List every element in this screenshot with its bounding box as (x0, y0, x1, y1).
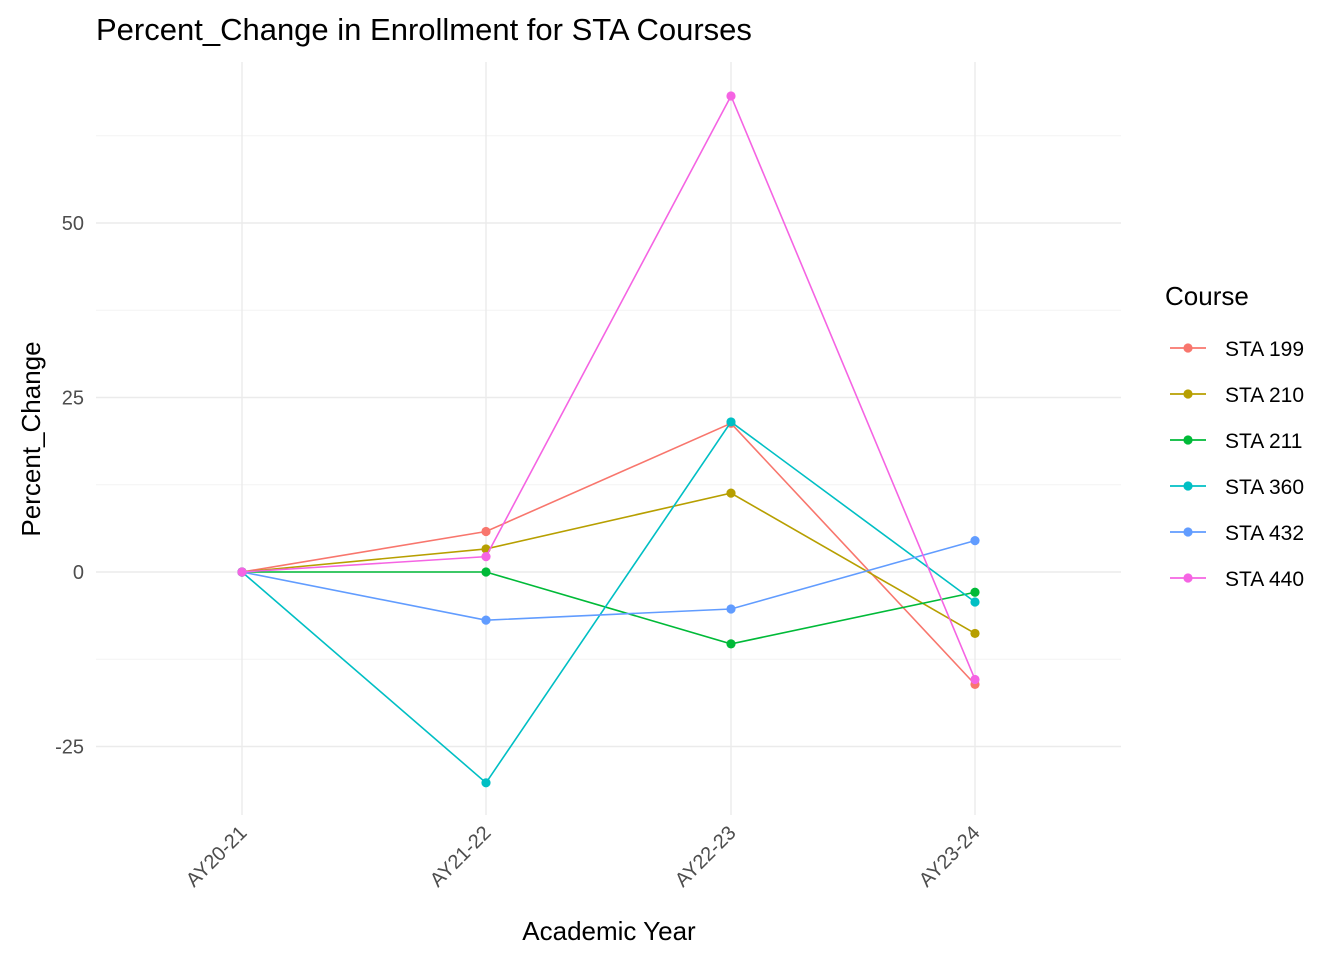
legend: Course STA 199 STA 210 STA 211 STA 360 STA 4… (1165, 281, 1304, 591)
legend-marker-sta-199 (1183, 343, 1193, 353)
data-point-sta-360 (726, 417, 736, 427)
chart-title: Percent_Change in Enrollment for STA Cou… (96, 12, 752, 47)
data-point-sta-360 (970, 597, 980, 607)
x-axis-title: Academic Year (522, 916, 696, 946)
series-line-sta-432 (241, 539, 976, 621)
legend-label-sta-432: STA 432 (1225, 522, 1304, 545)
data-point-sta-199 (481, 526, 491, 537)
legend-label-sta-199: STA 199 (1225, 338, 1304, 361)
data-point-sta-440 (726, 91, 736, 101)
data-point-sta-211 (726, 639, 736, 649)
legend-label-sta-440: STA 440 (1225, 568, 1304, 591)
x-tick-label: AY20-21 (182, 822, 252, 892)
legend-title: Course (1165, 281, 1249, 311)
y-axis-title: Percent_Change (16, 341, 46, 536)
legend-label-sta-360: STA 360 (1225, 476, 1304, 499)
y-tick-label: 25 (62, 388, 84, 410)
data-point-sta-432 (726, 604, 736, 614)
data-point-sta-210 (970, 628, 980, 639)
y-tick-label: 50 (62, 213, 84, 235)
data-point-sta-432 (970, 535, 980, 546)
legend-label-sta-210: STA 210 (1225, 384, 1304, 407)
series-line-sta-440 (241, 94, 976, 680)
minor-gridlines (96, 135, 1121, 660)
data-point-sta-210 (726, 488, 736, 498)
series-line-sta-199 (241, 422, 976, 685)
data-point-sta-360 (481, 778, 491, 788)
data-point-sta-440 (970, 674, 980, 685)
x-axis-ticks: AY20-21 AY21-22 AY22-23 AY23-24 (182, 822, 985, 892)
data-point-sta-432 (481, 615, 491, 625)
x-tick-label: AY22-23 (671, 822, 741, 892)
legend-marker-sta-432 (1183, 527, 1193, 537)
y-axis-ticks: -25 0 25 50 (55, 213, 84, 759)
data-point-sta-440 (237, 567, 247, 577)
major-gridlines (96, 62, 1121, 815)
series-line-sta-211 (242, 571, 976, 645)
y-tick-label: 0 (73, 562, 84, 584)
legend-marker-sta-360 (1183, 481, 1193, 491)
legend-marker-sta-440 (1183, 573, 1193, 583)
series-line-sta-210 (241, 492, 976, 635)
y-tick-label: -25 (55, 737, 84, 759)
data-point-sta-440 (481, 552, 491, 562)
legend-marker-sta-211 (1183, 435, 1193, 445)
data-point-sta-211 (481, 567, 491, 577)
data-point-sta-211 (970, 587, 980, 597)
x-tick-label: AY21-22 (426, 822, 496, 892)
series-layer (237, 91, 980, 788)
legend-label-sta-211: STA 211 (1225, 430, 1302, 453)
legend-marker-sta-210 (1183, 389, 1193, 399)
series-line-sta-360 (241, 420, 976, 784)
x-tick-label: AY23-24 (915, 822, 985, 892)
